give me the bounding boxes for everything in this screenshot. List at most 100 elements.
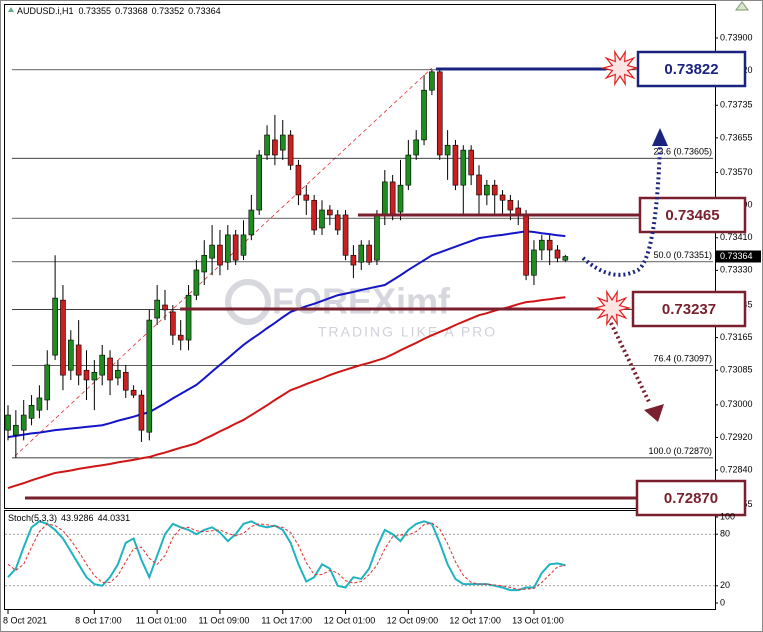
y-tick-label: 0.73570 xyxy=(720,167,753,177)
candle-body xyxy=(327,209,333,216)
y-tick-label: 0.73735 xyxy=(720,100,753,110)
indicator-title: Stoch(5,3,3) 43.9286 44.0331 xyxy=(8,513,130,523)
candle-body xyxy=(122,371,129,391)
y-tick-label: 0.73000 xyxy=(720,399,753,409)
candle-body xyxy=(538,239,545,251)
candle-body xyxy=(146,319,153,433)
starburst xyxy=(600,49,640,87)
watermark-logo xyxy=(225,279,271,325)
candle-body xyxy=(452,144,459,186)
candle-body xyxy=(374,214,380,261)
candle-body xyxy=(209,244,215,259)
y-tick-label: 0.73655 xyxy=(720,132,753,142)
fib-label: 50.0 (0.73351) xyxy=(653,250,712,260)
candle-body xyxy=(334,214,341,231)
candle-body xyxy=(264,134,270,156)
candle-body xyxy=(389,181,396,216)
candle-body xyxy=(185,294,192,341)
price-label: 0.72870 xyxy=(664,490,718,507)
forecast-arrow xyxy=(581,145,662,277)
indicator-border xyxy=(4,510,716,610)
candle-body xyxy=(413,139,420,156)
x-tick-label: 12 Oct 09:00 xyxy=(387,615,439,625)
y-tick-label: 80 xyxy=(720,529,730,539)
fib-label: 76.4 (0.73097) xyxy=(653,354,712,364)
candle-body xyxy=(130,389,137,396)
candle-body xyxy=(177,334,184,341)
k-value: 43.9286 xyxy=(61,513,94,523)
candle-body xyxy=(546,239,553,251)
symbol: AUDUSD.i,H1 xyxy=(17,6,74,16)
candle-body xyxy=(279,134,286,151)
price-label: 0.73237 xyxy=(662,301,716,318)
candle-body xyxy=(217,244,223,266)
candle-body xyxy=(476,174,482,196)
low-value: 0.73352 xyxy=(152,6,185,16)
candle-body xyxy=(99,354,105,376)
candle-body xyxy=(60,299,66,376)
open-value: 0.73355 xyxy=(79,6,112,16)
candle-body xyxy=(28,404,35,419)
x-tick-label: 11 Oct 01:00 xyxy=(136,615,187,625)
candle-body xyxy=(68,339,74,371)
candle-body xyxy=(429,71,435,91)
candle-body xyxy=(491,184,498,196)
candle-body xyxy=(201,254,208,273)
moving-average xyxy=(7,296,566,489)
candle-body xyxy=(460,149,467,186)
x-tick-label: 11 Oct 17:00 xyxy=(261,615,312,625)
candle-body xyxy=(507,199,514,211)
candle-body xyxy=(295,164,302,196)
watermark: FOREXimf TRADING LIKE A PRO xyxy=(225,279,497,340)
close-value: 0.73364 xyxy=(188,6,221,16)
candle-body xyxy=(444,144,451,156)
y-tick-label: 0.73900 xyxy=(720,32,753,42)
x-tick-label: 11 Oct 09:00 xyxy=(199,615,250,625)
price-label: 0.73822 xyxy=(664,61,718,78)
candle-body xyxy=(342,214,349,256)
starburst xyxy=(592,289,632,327)
candle-body xyxy=(83,369,90,381)
chart-title: AUDUSD.i,H1 0.73355 0.73368 0.73352 0.73364 xyxy=(17,6,221,16)
candle-body xyxy=(531,249,537,276)
y-tick-label: 0.73085 xyxy=(720,365,753,375)
y-tick-label: 0.72840 xyxy=(720,464,753,474)
candle-body xyxy=(138,394,145,431)
candle-body xyxy=(225,234,231,263)
candle-body xyxy=(44,364,51,401)
candle-body xyxy=(421,89,427,141)
current-price-box xyxy=(716,250,761,263)
x-tick-label: 12 Oct 17:00 xyxy=(449,615,501,625)
candle-body xyxy=(162,304,168,311)
candle-body xyxy=(107,357,113,381)
candle-body xyxy=(499,194,506,201)
candle-body xyxy=(303,194,310,201)
candle-body xyxy=(350,254,357,266)
candle-body xyxy=(170,311,176,336)
y-tick-label: 0.72920 xyxy=(720,432,753,442)
candle-body xyxy=(358,244,365,263)
candle-body xyxy=(397,184,404,213)
symbol-icon xyxy=(8,7,14,12)
stoch-line xyxy=(7,522,566,590)
candle-body xyxy=(91,371,98,381)
watermark-tagline: TRADING LIKE A PRO xyxy=(318,324,497,340)
candle-body xyxy=(13,424,19,436)
x-tick-label: 13 Oct 01:00 xyxy=(512,615,564,625)
candle-body xyxy=(248,209,255,236)
candle-body xyxy=(381,181,388,216)
candle-body xyxy=(232,234,239,261)
current-price: 0.73364 xyxy=(720,251,753,261)
candle-body xyxy=(36,397,43,411)
candle-body xyxy=(256,154,263,211)
x-tick-label: 8 Oct 17:00 xyxy=(75,615,122,625)
fib-label: 23.6 (0.73605) xyxy=(653,147,712,157)
x-tick-label: 8 Oct 2021 xyxy=(3,615,47,625)
y-tick-label: 100 xyxy=(720,511,735,521)
y-tick-label: 0 xyxy=(720,597,725,607)
plot-border xyxy=(4,4,716,509)
high-value: 0.73368 xyxy=(115,6,148,16)
candle-body xyxy=(554,249,561,259)
candle-body xyxy=(484,184,490,196)
